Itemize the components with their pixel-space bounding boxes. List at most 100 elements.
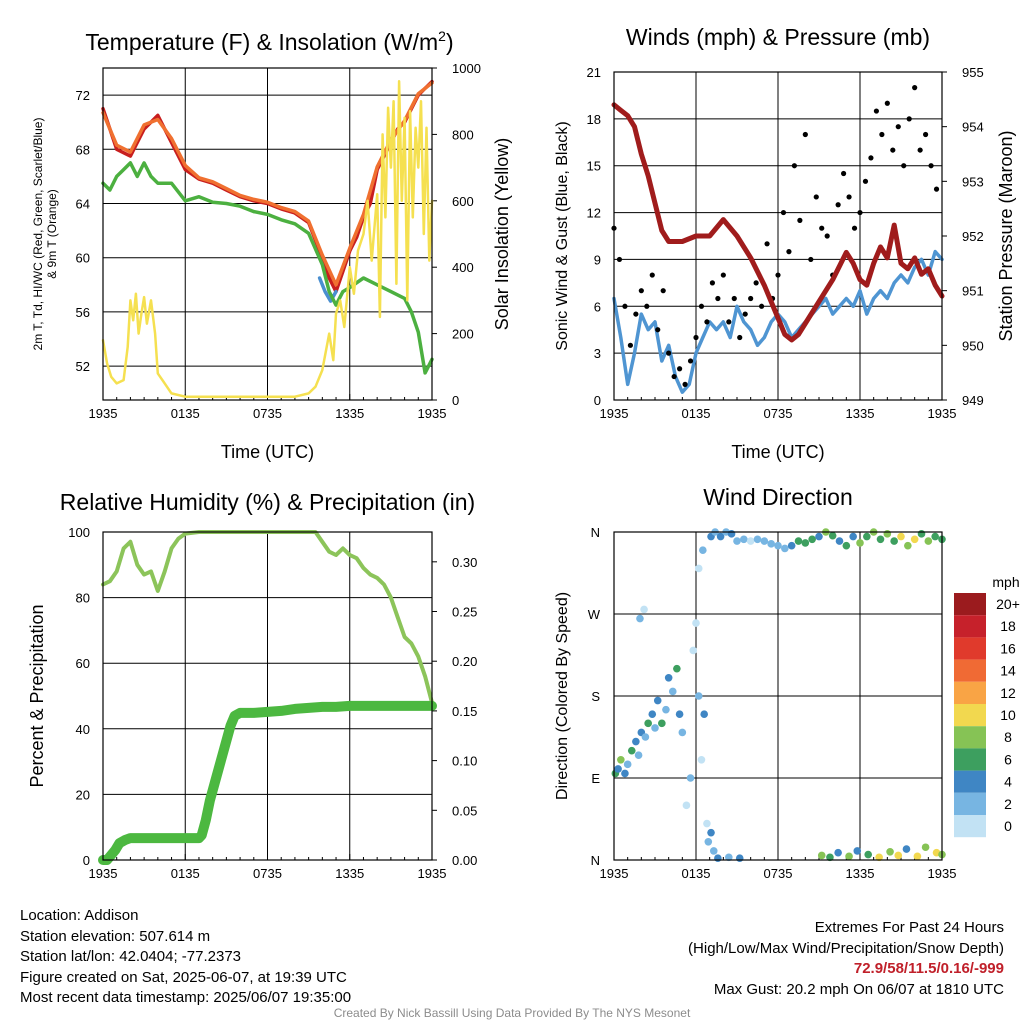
direction-point	[917, 530, 926, 538]
gust-point	[895, 124, 901, 130]
station-info: Location: Addison Station elevation: 507…	[20, 906, 351, 1009]
created-text: Figure created on Sat, 2025-06-07, at 19…	[20, 968, 347, 986]
solar-insolation-line	[101, 80, 434, 398]
plot-frame	[102, 67, 433, 401]
recent-timestamp-text: Most recent data timestamp: 2025/06/07 1…	[20, 989, 352, 1006]
x-axis-label: Time (UTC)	[731, 442, 824, 462]
x-tick-label: 0735	[764, 866, 793, 881]
direction-point	[787, 541, 796, 550]
gust-point	[753, 280, 759, 286]
legend-swatch	[954, 748, 986, 771]
panel-3: 1935 0135 0735 1335 19350204060801000.000.05…	[27, 489, 477, 881]
gust-point	[775, 272, 781, 278]
direction-point	[648, 710, 657, 719]
y-tick-label: 60	[76, 251, 90, 266]
max-gust-text: Max Gust: 20.2 mph On 06/07 at 1810 UTC	[713, 980, 1004, 998]
direction-point	[828, 531, 837, 540]
gust-point	[693, 334, 699, 341]
legend-swatch	[954, 637, 986, 660]
extremes-panel: Extremes For Past 24 Hours (High/Low/Max…	[688, 918, 1004, 1000]
panel-1: 1935 0135 0735 1335 1935 52 56 60 64 68 72 0 200 400 6…	[31, 28, 512, 462]
legend-title: mph	[992, 574, 1019, 590]
direction-point	[753, 535, 762, 544]
y2-tick-label: 0.10	[452, 754, 477, 769]
direction-point	[924, 537, 933, 545]
legend-swatch	[954, 615, 986, 638]
direction-point	[673, 664, 681, 673]
legend-label: 2	[1004, 796, 1012, 812]
direction-point	[815, 532, 823, 541]
direction-point	[725, 853, 733, 862]
direction-point	[733, 537, 741, 545]
direction-point	[617, 755, 625, 764]
legend-swatch	[954, 659, 986, 682]
legend-label: 0	[1004, 818, 1012, 834]
gust-point	[742, 311, 748, 317]
direction-point	[709, 847, 718, 855]
legend-label: 10	[1000, 707, 1016, 723]
legend-label: 8	[1004, 729, 1012, 745]
x-tick-label: 0135	[682, 406, 711, 421]
gust-point	[726, 319, 732, 325]
gust-point	[737, 334, 743, 341]
y2-tick-label: 0.20	[452, 654, 477, 669]
y-tick-label: 18	[587, 112, 601, 127]
direction-point	[931, 532, 939, 541]
y-tick-label: 100	[68, 525, 90, 540]
x-axis-label: Time (UTC)	[221, 442, 314, 462]
gust-point	[808, 256, 814, 263]
legend-label: 14	[1000, 663, 1016, 679]
gust-point	[851, 225, 858, 231]
legend-swatch	[954, 792, 986, 815]
panel-title: Temperature (F) & Insolation (W/m2)	[85, 28, 453, 55]
y2-tick-label: 951	[962, 284, 984, 299]
direction-point	[864, 850, 872, 859]
gust-point	[797, 217, 803, 223]
direction-point	[678, 728, 687, 737]
y2-tick-label: 200	[452, 327, 474, 342]
direction-point	[640, 605, 648, 614]
gust-point	[655, 327, 661, 333]
direction-point	[658, 719, 666, 728]
x-tick-label: 0735	[253, 406, 282, 421]
y-tick-label: 9	[594, 252, 601, 267]
y-tick-label: 52	[76, 359, 90, 374]
gust-point	[868, 155, 874, 161]
y-tick-label: 64	[76, 197, 90, 212]
y2-tick-label: 1000	[452, 61, 481, 76]
y-tick-label: W	[588, 607, 601, 622]
legend-label: 12	[1000, 685, 1016, 701]
y-tick-label: 20	[76, 787, 90, 802]
location-text: Location: Addison	[20, 907, 139, 924]
y2-tick-label: 0.30	[452, 555, 477, 570]
y2-tick-label: 0.00	[452, 853, 477, 868]
speed-legend: mph 20+ 18 16 14 12 10 8 6 4 2 0	[954, 574, 1020, 838]
y-tick-label: 3	[594, 346, 601, 361]
y2-tick-label: 400	[452, 260, 474, 275]
y2-axis-label: Station Pressure (Maroon)	[996, 130, 1016, 341]
x-tick-label: 1935	[928, 406, 957, 421]
y-axis-label: Percent & Precipitation	[27, 604, 47, 787]
legend-swatch	[954, 593, 986, 616]
y-axis-label: 2m T, Td, HI/WC (Red, Green, Scarlet/Blu…	[31, 118, 45, 351]
direction-point	[699, 546, 707, 555]
gust-point	[917, 147, 923, 153]
direction-point	[662, 705, 670, 714]
gust-point	[748, 295, 754, 302]
x-tick-label: 1335	[335, 406, 364, 421]
direction-point	[694, 564, 703, 573]
direction-point	[697, 755, 706, 764]
y-tick-label: 40	[76, 722, 90, 737]
x-tick-label: 0135	[171, 406, 200, 421]
y-tick-label: 6	[594, 299, 601, 314]
extremes-subtitle: (High/Low/Max Wind/Precipitation/Snow De…	[688, 939, 1004, 957]
direction-point	[614, 765, 622, 773]
direction-point	[682, 801, 691, 810]
latlon-text: Station lat/lon: 42.0404; -77.2373	[20, 948, 242, 965]
x-tick-label: 1335	[846, 406, 875, 421]
direction-point	[883, 530, 892, 538]
gust-point	[813, 194, 819, 200]
y2-tick-label: 600	[452, 194, 474, 209]
gust-point	[857, 209, 863, 216]
